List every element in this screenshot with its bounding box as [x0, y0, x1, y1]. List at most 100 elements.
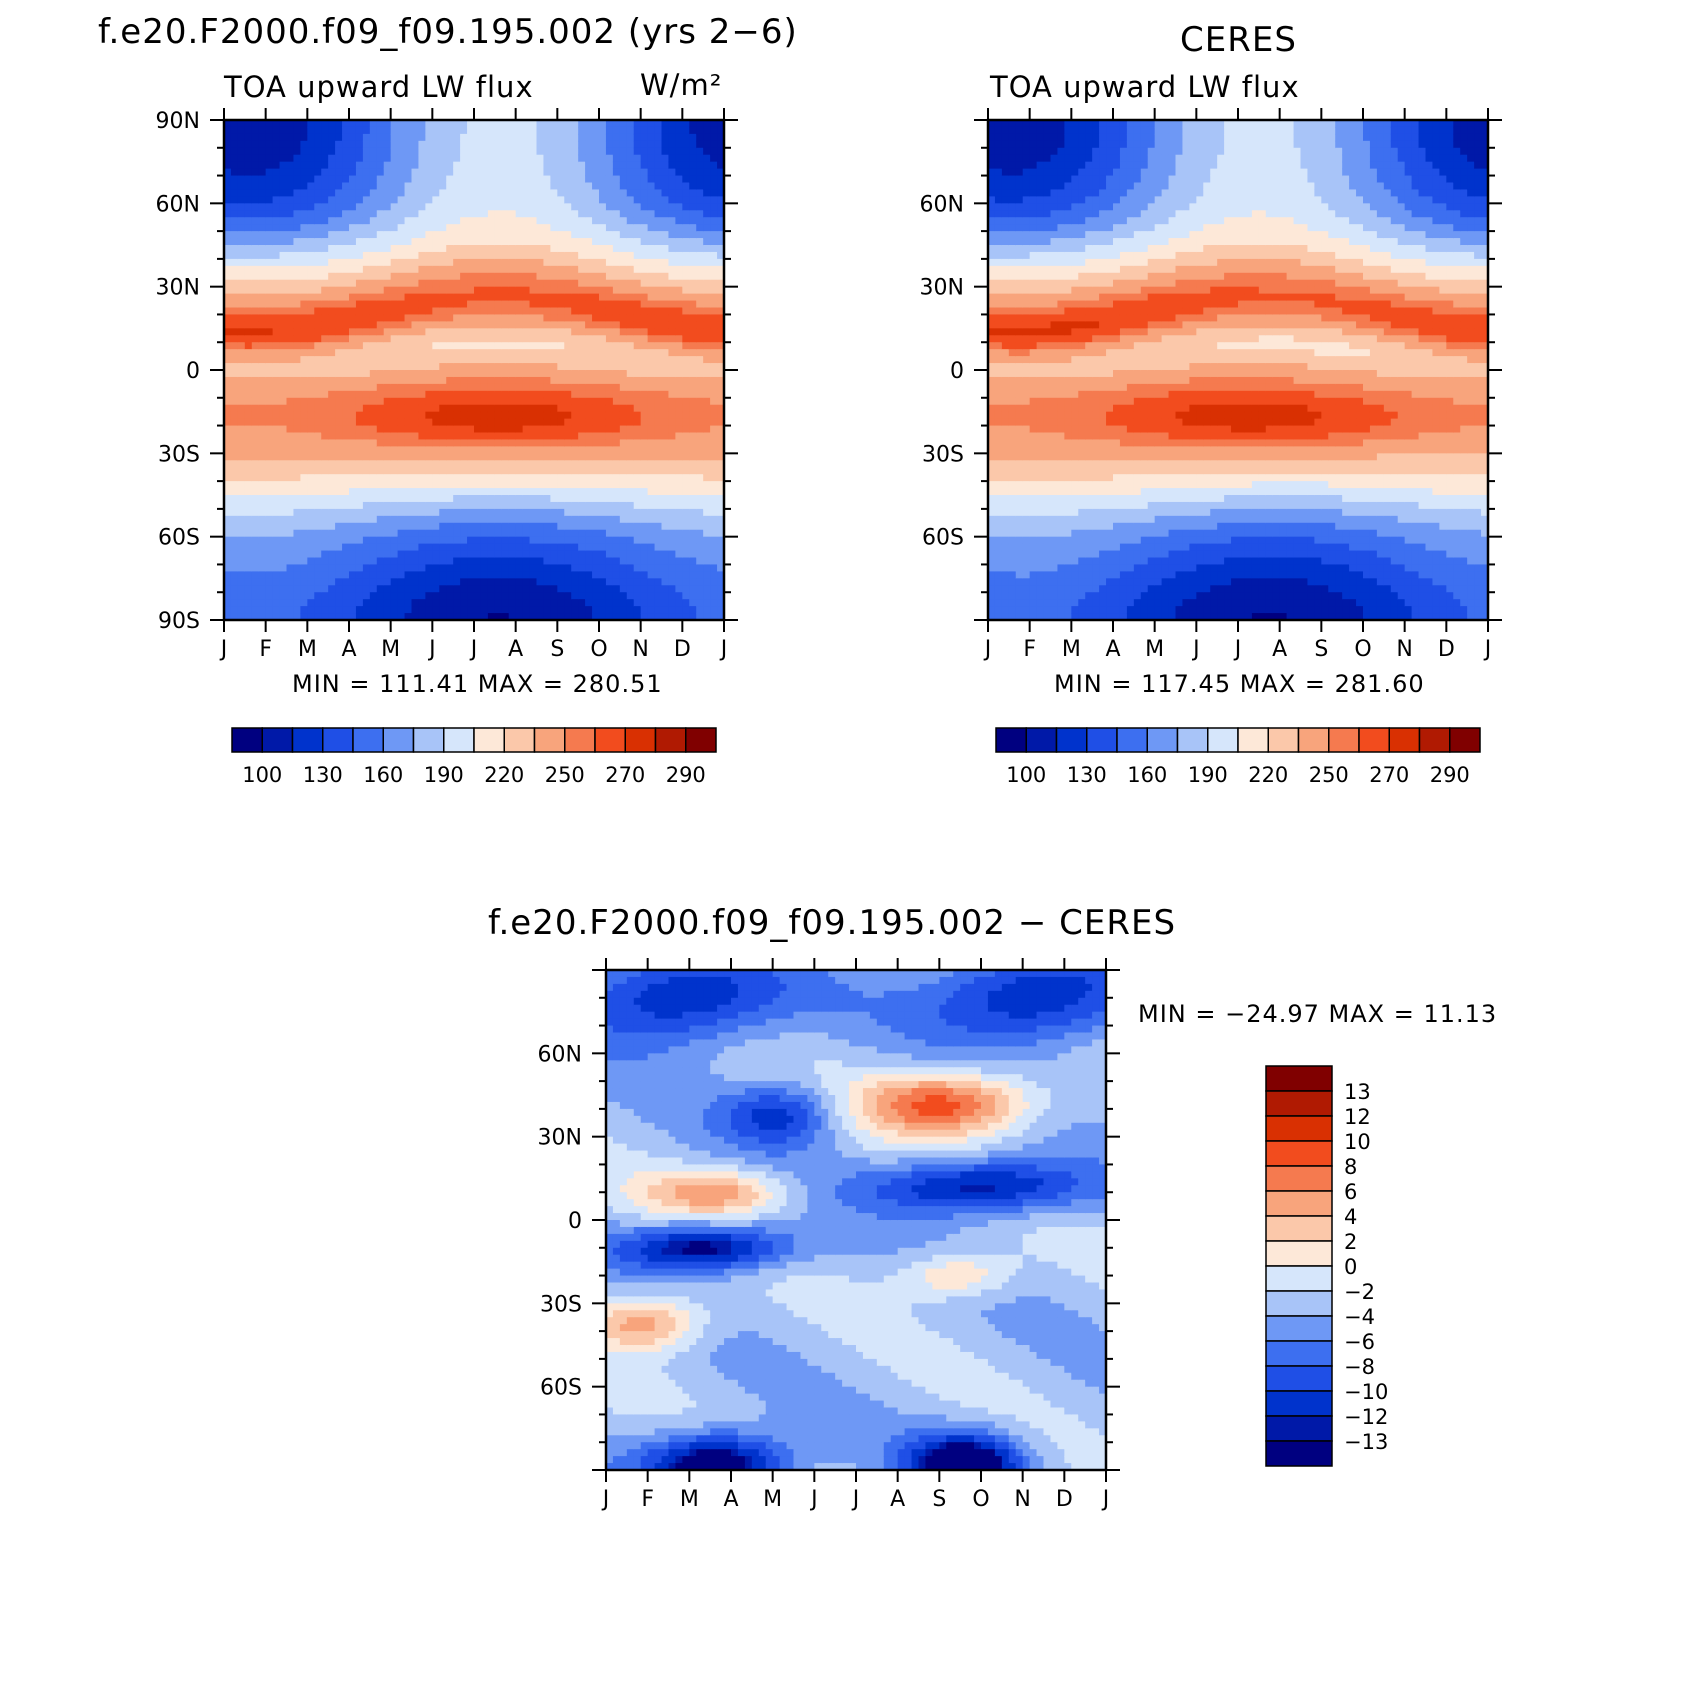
- panel3-colorbar-label: 0: [1344, 1255, 1357, 1279]
- panel3-colorbar-box: [1265, 1190, 1333, 1217]
- panel2-colorbar-box: [1297, 727, 1330, 753]
- panel1-title: f.e20.F2000.f09_f09.195.002 (yrs 2−6): [98, 12, 798, 52]
- panel3-colorbar-label: 10: [1344, 1130, 1371, 1154]
- panel3-colorbar-label: −8: [1344, 1355, 1375, 1379]
- panel1-colorbar-box: [382, 727, 415, 753]
- panel3-xtick-label: F: [641, 1487, 654, 1512]
- panel3-colorbar: [1265, 1065, 1333, 1467]
- panel3-colorbar-label: 4: [1344, 1205, 1357, 1229]
- panel3-ytick-label: 30N: [538, 1126, 582, 1151]
- panel1-colorbar-label: 160: [363, 763, 403, 787]
- panel2-colorbar-label: 190: [1188, 763, 1228, 787]
- panel3-colorbar-box: [1265, 1115, 1333, 1142]
- panel3-colorbar-label: −6: [1344, 1330, 1375, 1354]
- panel1-colorbar-box: [624, 727, 657, 753]
- panel3-title: f.e20.F2000.f09_f09.195.002 − CERES: [488, 903, 1177, 943]
- panel3-xtick-label: N: [1014, 1487, 1030, 1512]
- panel1-colorbar-label: 290: [666, 763, 706, 787]
- panel2-xtick-label: N: [1396, 637, 1412, 662]
- panel1-xtick-label: F: [259, 637, 272, 662]
- panel3-colorbar-box: [1265, 1165, 1333, 1192]
- panel3-ytick-label: 60N: [538, 1042, 582, 1067]
- panel3-xtick-label: J: [851, 1487, 860, 1512]
- panel1-colorbar-box: [594, 727, 626, 753]
- panel2-xtick-label: A: [1272, 637, 1287, 662]
- panel3-colorbar-box: [1265, 1215, 1333, 1242]
- panel1-colorbar-box: [352, 727, 384, 753]
- panel2-colorbar-label: 250: [1309, 763, 1349, 787]
- panel1-xtick-label: A: [341, 637, 356, 662]
- panel2-colorbar-box: [1176, 727, 1209, 753]
- panel1-colorbar-box: [654, 727, 687, 753]
- panel3-colorbar-box: [1265, 1415, 1333, 1442]
- panel2-ytick-label: 30N: [920, 276, 964, 301]
- panel1-xtick-label: J: [469, 637, 478, 662]
- panel3-colorbar-label: −13: [1344, 1430, 1388, 1454]
- panel2-colorbar-label: 270: [1369, 763, 1409, 787]
- panel1-colorbar: [231, 727, 717, 753]
- panel3-xtick-label: J: [809, 1487, 818, 1512]
- panel2-colorbar-label: 220: [1248, 763, 1288, 787]
- panel2-ytick-label: 60N: [920, 192, 964, 217]
- panel2-xtick-label: A: [1105, 637, 1120, 662]
- panel1-colorbar-box: [533, 727, 566, 753]
- panel1-xtick-label: A: [508, 637, 523, 662]
- panel2-colorbar-box: [1055, 727, 1088, 753]
- panel1-variable: TOA upward LW flux: [224, 70, 534, 104]
- panel2-colorbar-box: [1237, 727, 1269, 753]
- panel3-xtick-label: S: [932, 1487, 946, 1512]
- panel1-colorbar-box: [564, 727, 596, 753]
- panel1-axes: [210, 108, 738, 632]
- panel3-xtick-label: J: [1101, 1487, 1110, 1512]
- panel1-xtick-label: N: [632, 637, 648, 662]
- panel2-colorbar-label: 160: [1127, 763, 1167, 787]
- panel2-xtick-label: J: [1483, 637, 1492, 662]
- panel3-colorbar-label: −2: [1344, 1280, 1375, 1304]
- panel1-colorbar-box: [685, 727, 717, 753]
- panel2-xtick-label: O: [1354, 637, 1371, 662]
- panel2-colorbar-box: [1388, 727, 1421, 753]
- panel3-xtick-label: D: [1056, 1487, 1073, 1512]
- panel1-xtick-label: S: [550, 637, 564, 662]
- panel1-ytick-label: 0: [186, 359, 200, 384]
- panel2-xtick-label: D: [1438, 637, 1455, 662]
- panel3-xtick-label: A: [723, 1487, 738, 1512]
- panel2-colorbar-box: [1418, 727, 1451, 753]
- panel2-stats: MIN = 117.45 MAX = 281.60: [1054, 670, 1425, 698]
- panel2-xtick-label: F: [1023, 637, 1036, 662]
- panel1-colorbar-box: [473, 727, 505, 753]
- panel1-field: [224, 120, 724, 620]
- panel3-colorbar-box: [1265, 1390, 1333, 1417]
- panel3-colorbar-box: [1265, 1240, 1333, 1267]
- panel2-colorbar-box: [1025, 727, 1058, 753]
- panel1-xtick-label: M: [298, 637, 317, 662]
- panel2-colorbar: [995, 727, 1481, 753]
- panel1-xtick-label: J: [427, 637, 436, 662]
- panel1-colorbar-box: [261, 727, 294, 753]
- panel1-xtick-label: J: [719, 637, 728, 662]
- panel3-colorbar-box: [1265, 1290, 1333, 1317]
- panel3-colorbar-box: [1265, 1440, 1333, 1467]
- panel1-ytick-label: 90N: [156, 109, 200, 134]
- panel3-colorbar-label: 8: [1344, 1155, 1357, 1179]
- panel1-ytick-label: 60S: [158, 526, 200, 551]
- panel1-colorbar-box: [322, 727, 354, 753]
- panel3-colorbar-box: [1265, 1065, 1333, 1092]
- panel3-stats: MIN = −24.97 MAX = 11.13: [1138, 1000, 1498, 1028]
- panel3-xtick-label: O: [972, 1487, 989, 1512]
- panel2-axes: [974, 108, 1502, 632]
- panel2-xtick-label: M: [1062, 637, 1081, 662]
- panel3-field: [606, 970, 1106, 1470]
- panel3-colorbar-label: −12: [1344, 1405, 1388, 1429]
- panel3-colorbar-label: 13: [1344, 1080, 1371, 1104]
- panel3-xtick-label: M: [680, 1487, 699, 1512]
- panel3-colorbar-box: [1265, 1315, 1333, 1342]
- panel3-xtick-label: J: [601, 1487, 610, 1512]
- panel1-colorbar-label: 190: [424, 763, 464, 787]
- panel3-axes: [592, 958, 1120, 1482]
- panel1-ytick-label: 30S: [158, 442, 200, 467]
- panel1-colorbar-box: [443, 727, 475, 753]
- panel2-xtick-label: M: [1145, 637, 1164, 662]
- panel2-title: CERES: [1180, 20, 1297, 60]
- panel1-xtick-label: D: [674, 637, 691, 662]
